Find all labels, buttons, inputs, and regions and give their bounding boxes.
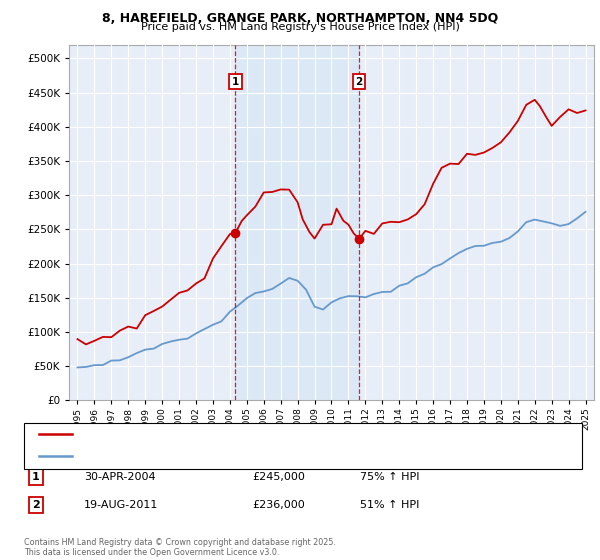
Text: 75% ↑ HPI: 75% ↑ HPI [360, 472, 419, 482]
Text: 51% ↑ HPI: 51% ↑ HPI [360, 500, 419, 510]
Text: 1: 1 [32, 472, 40, 482]
Text: 8, HAREFIELD, GRANGE PARK, NORTHAMPTON, NN4 5DQ: 8, HAREFIELD, GRANGE PARK, NORTHAMPTON, … [102, 12, 498, 25]
Text: 8, HAREFIELD, GRANGE PARK, NORTHAMPTON, NN4 5DQ (semi-detached house): 8, HAREFIELD, GRANGE PARK, NORTHAMPTON, … [78, 430, 458, 438]
Text: £236,000: £236,000 [252, 500, 305, 510]
Text: HPI: Average price, semi-detached house, West Northamptonshire: HPI: Average price, semi-detached house,… [78, 452, 393, 461]
Text: 1: 1 [232, 77, 239, 87]
Bar [235, 45, 359, 400]
Text: £245,000: £245,000 [252, 472, 305, 482]
Text: 19-AUG-2011: 19-AUG-2011 [84, 500, 158, 510]
Text: Contains HM Land Registry data © Crown copyright and database right 2025.
This d: Contains HM Land Registry data © Crown c… [24, 538, 336, 557]
Text: 2: 2 [32, 500, 40, 510]
Text: 30-APR-2004: 30-APR-2004 [84, 472, 155, 482]
Text: Price paid vs. HM Land Registry's House Price Index (HPI): Price paid vs. HM Land Registry's House … [140, 22, 460, 32]
Text: 2: 2 [355, 77, 363, 87]
